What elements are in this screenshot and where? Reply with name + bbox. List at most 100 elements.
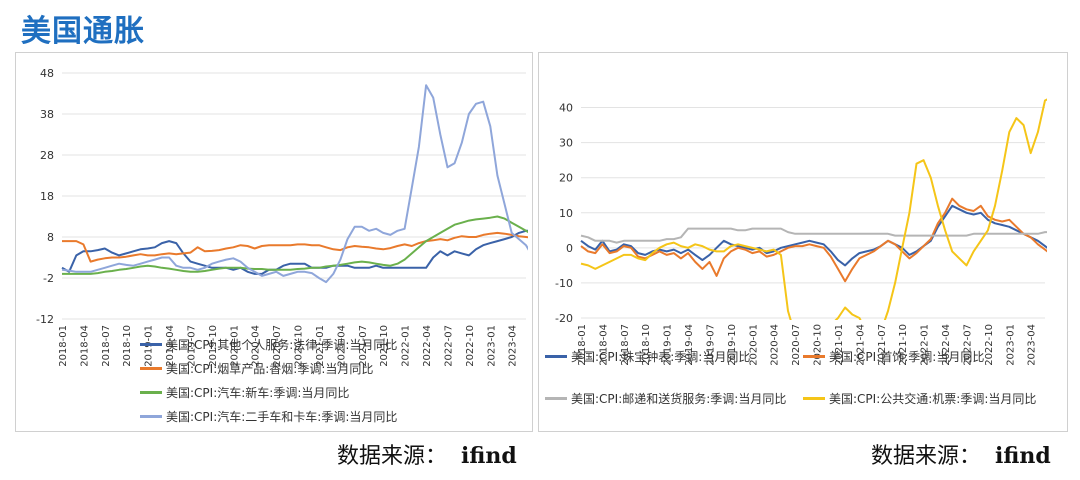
legend-label: 美国:CPI:烟草产品:香烟:季调:当月同比 <box>166 362 374 376</box>
legend-label: 美国:CPI:公共交通:机票:季调:当月同比 <box>829 392 1037 406</box>
x-tick-label: 2020-07 <box>272 325 283 367</box>
x-tick-label: 2019-10 <box>208 325 219 367</box>
legend-swatch <box>545 397 567 400</box>
x-tick-label: 2020-01 <box>748 324 759 366</box>
x-tick-label: 2018-01 <box>58 325 69 367</box>
x-tick-label: 2021-04 <box>855 324 866 366</box>
legend-item: 美国:CPI:珠宝钟表:季调:当月同比 <box>545 348 750 365</box>
x-tick-label: 2018-10 <box>641 324 652 366</box>
x-tick-label: 2021-07 <box>358 325 369 367</box>
x-tick-label: 2022-07 <box>962 324 973 366</box>
legend-item: 美国:CPI:汽车:二手车和卡车:季调:当月同比 <box>140 408 397 425</box>
y-tick-label: 0 <box>566 242 573 255</box>
x-tick-label: 2022-10 <box>984 324 995 366</box>
x-tick-label: 2021-01 <box>315 325 326 367</box>
source-value: ifind <box>461 443 517 469</box>
legend-label: 美国:CPI:邮递和送货服务:季调:当月同比 <box>571 392 787 406</box>
source-note-left: 数据来源： ifind <box>337 438 517 470</box>
y-tick-label: -20 <box>555 312 573 325</box>
y-tick-label: 20 <box>559 172 573 185</box>
series-line-1 <box>580 204 1047 267</box>
x-tick-label: 2020-01 <box>229 325 240 367</box>
y-tick-label: -10 <box>555 277 573 290</box>
x-tick-label: 2018-10 <box>122 325 133 367</box>
legend-label: 美国:CPI:其他个人服务:法律:季调:当月同比 <box>166 338 398 352</box>
x-tick-label: 2022-04 <box>422 325 433 367</box>
x-tick-label: 2021-10 <box>379 325 390 367</box>
legend-label: 美国:CPI:汽车:新车:季调:当月同比 <box>166 386 350 400</box>
series-line-3 <box>62 215 528 275</box>
series-line-4 <box>61 84 528 284</box>
y-tick-label: 10 <box>559 207 573 220</box>
y-tick-label: 18 <box>40 190 54 203</box>
chart-panel-right: 40 30 20 10 0 -10 -20 2018-01 2018-04 2018-07 2018… <box>538 52 1068 432</box>
page-title: 美国通胀 <box>21 14 145 49</box>
x-tick-label: 2022-01 <box>401 325 412 367</box>
series-group <box>61 84 528 284</box>
x-tick-label: 2021-10 <box>898 324 909 366</box>
x-tick-label: 2018-07 <box>101 325 112 367</box>
x-tick-label: 2021-07 <box>877 324 888 366</box>
legend-item: 美国:CPI:公共交通:机票:季调:当月同比 <box>803 390 1036 407</box>
y-tick-label: 40 <box>559 102 573 115</box>
x-tick-label: 2020-10 <box>294 325 305 367</box>
y-tick-label: -2 <box>43 272 54 285</box>
series-group <box>580 98 1047 320</box>
x-tick-label: 2023-04 <box>1027 324 1038 366</box>
x-tick-label: 2023-01 <box>486 325 497 367</box>
x-tick-label: 2018-01 <box>577 324 588 366</box>
source-label: 数据来源： <box>871 444 982 469</box>
x-tick-label: 2019-07 <box>186 325 197 367</box>
x-tick-label: 2020-10 <box>813 324 824 366</box>
x-tick-label: 2021-04 <box>336 325 347 367</box>
y-tick-label: -12 <box>36 313 54 326</box>
x-tick-label: 2020-07 <box>791 324 802 366</box>
legend-item: 美国:CPI:其他个人服务:法律:季调:当月同比 <box>140 336 397 353</box>
legend-label: 美国:CPI:汽车:二手车和卡车:季调:当月同比 <box>166 410 398 424</box>
legend-item: 美国:CPI:邮递和送货服务:季调:当月同比 <box>545 390 786 407</box>
x-tick-label: 2023-04 <box>508 325 519 367</box>
y-tick-label: 38 <box>40 108 54 121</box>
source-label: 数据来源： <box>337 444 448 469</box>
legend-label: 美国:CPI:珠宝钟表:季调:当月同比 <box>571 350 751 364</box>
legend-swatch <box>140 343 162 346</box>
y-tick-label: 48 <box>40 67 54 80</box>
legend-swatch <box>140 415 162 418</box>
series-line-3 <box>580 227 1047 244</box>
series-line-2 <box>580 197 1047 283</box>
source-value: ifind <box>995 443 1051 469</box>
x-tick-label: 2022-07 <box>443 325 454 367</box>
y-tick-label: 28 <box>40 149 54 162</box>
x-tick-label: 2022-10 <box>465 325 476 367</box>
x-tick-label: 2018-04 <box>79 325 90 367</box>
x-tick-label: 2019-04 <box>165 325 176 367</box>
x-tick-label: 2020-04 <box>251 325 262 367</box>
legend-swatch <box>803 355 825 358</box>
legend-swatch <box>140 367 162 370</box>
x-tick-label: 2022-01 <box>920 324 931 366</box>
y-tick-label: 30 <box>559 137 573 150</box>
x-tick-label: 2019-07 <box>705 324 716 366</box>
x-tick-label: 2021-01 <box>834 324 845 366</box>
legend-swatch <box>140 391 162 394</box>
legend-swatch <box>545 355 567 358</box>
legend-swatch <box>803 397 825 400</box>
series-line-4 <box>580 98 1047 320</box>
series-line-1 <box>61 229 528 275</box>
chart-panel-left: 48 38 28 18 8 -2 -12 2018-01 2018-04 2018-07 2018-… <box>15 52 533 432</box>
x-tick-label: 2020-04 <box>770 324 781 366</box>
x-tick-label: 2018-07 <box>620 324 631 366</box>
x-tick-label: 2019-10 <box>727 324 738 366</box>
line-chart-right: 40 30 20 10 0 -10 -20 2018-01 2018-04 2018-07 2018… <box>555 98 1047 366</box>
x-tick-label: 2018-04 <box>598 324 609 366</box>
x-tick-label: 2019-01 <box>663 324 674 366</box>
legend-label: 美国:CPI:首饰:季调:当月同比 <box>829 350 985 364</box>
x-tick-label: 2019-04 <box>684 324 695 366</box>
y-tick-label: 8 <box>47 231 54 244</box>
legend-item: 美国:CPI:首饰:季调:当月同比 <box>803 348 984 365</box>
source-note-right: 数据来源： ifind <box>871 438 1051 470</box>
legend-item: 美国:CPI:汽车:新车:季调:当月同比 <box>140 384 349 401</box>
legend-item: 美国:CPI:烟草产品:香烟:季调:当月同比 <box>140 360 373 377</box>
x-tick-label: 2022-04 <box>941 324 952 366</box>
x-tick-label: 2023-01 <box>1005 324 1016 366</box>
